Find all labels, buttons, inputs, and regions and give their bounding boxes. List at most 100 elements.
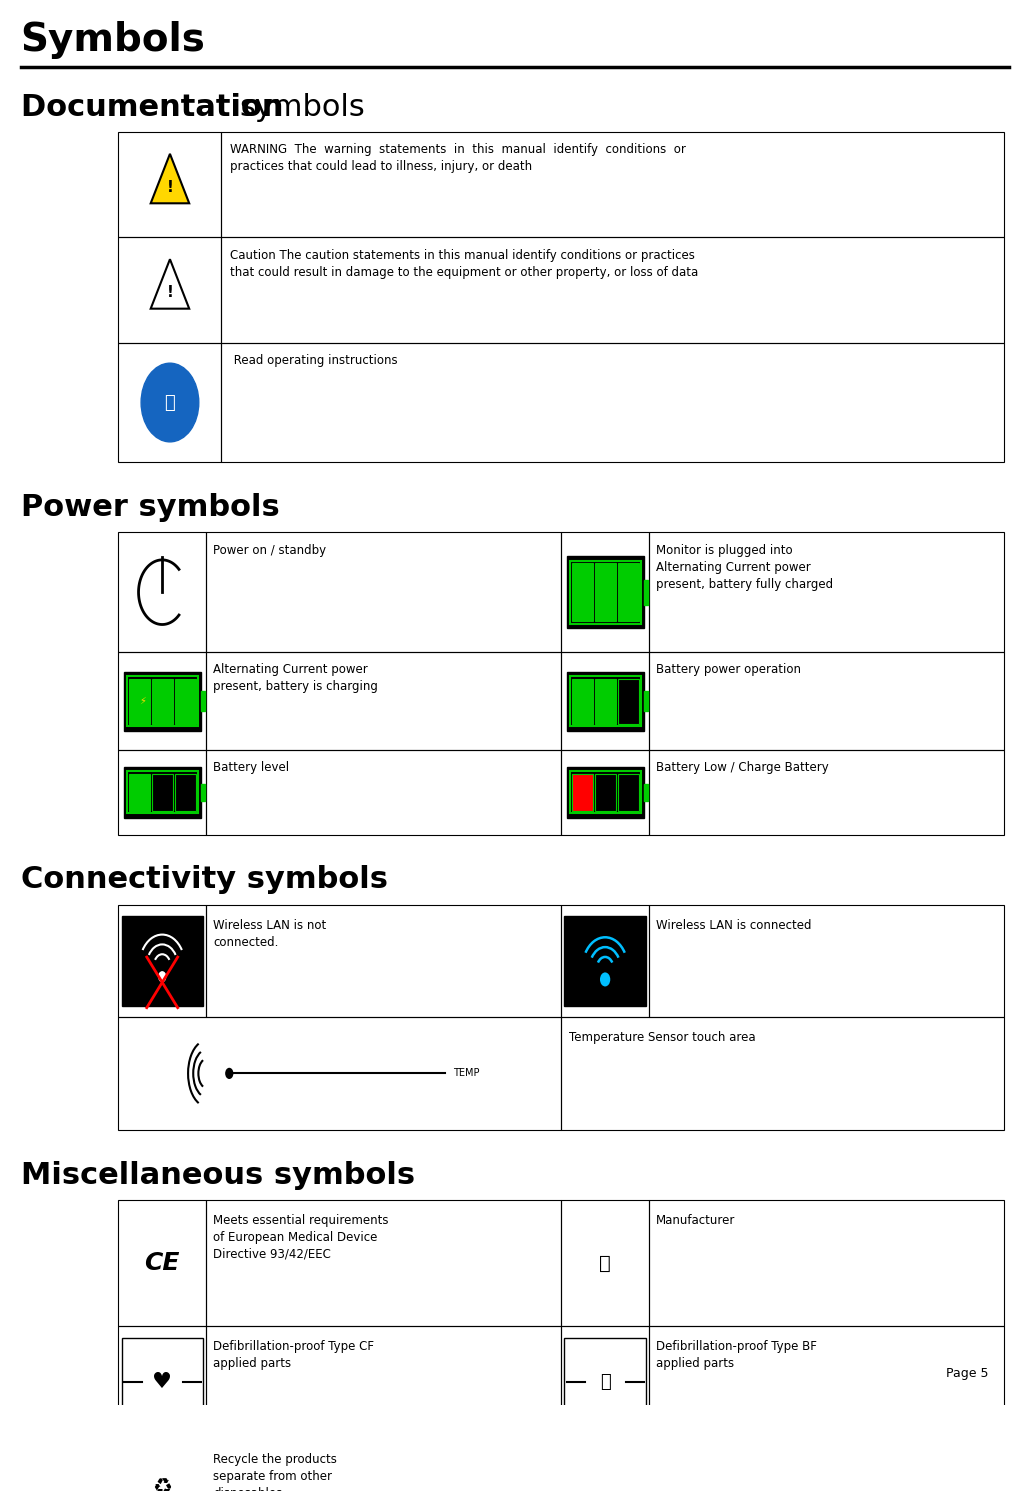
Text: Temperature Sensor touch area: Temperature Sensor touch area xyxy=(569,1032,755,1044)
Bar xyxy=(561,1327,649,1439)
Bar xyxy=(124,766,201,817)
Bar xyxy=(118,652,206,750)
Bar xyxy=(129,678,149,723)
Bar xyxy=(118,750,206,835)
Text: Caution The caution statements in this manual identify conditions or practices
t: Caution The caution statements in this m… xyxy=(230,249,698,279)
Bar xyxy=(206,905,561,1017)
Bar xyxy=(561,1200,649,1327)
Bar xyxy=(561,652,649,750)
Bar xyxy=(118,905,206,1017)
Circle shape xyxy=(226,1068,234,1079)
Bar xyxy=(221,343,1004,462)
Bar xyxy=(649,1439,1004,1491)
Bar xyxy=(206,532,561,652)
Bar xyxy=(118,133,221,237)
Text: Battery level: Battery level xyxy=(213,762,289,774)
Bar xyxy=(564,915,646,1006)
Bar xyxy=(644,580,648,605)
Text: Wireless LAN is not
connected.: Wireless LAN is not connected. xyxy=(213,918,327,948)
Bar xyxy=(572,774,592,811)
Text: Connectivity symbols: Connectivity symbols xyxy=(21,865,387,895)
Text: Meets essential requirements
of European Medical Device
Directive 93/42/EEC: Meets essential requirements of European… xyxy=(213,1214,388,1261)
Text: Read operating instructions: Read operating instructions xyxy=(230,353,398,367)
Bar xyxy=(566,766,644,817)
Text: 📖: 📖 xyxy=(165,394,175,412)
Bar xyxy=(618,678,639,723)
Text: Battery power operation: Battery power operation xyxy=(656,663,801,675)
Bar xyxy=(570,771,641,814)
Bar xyxy=(649,532,1004,652)
Bar xyxy=(570,675,641,726)
Bar xyxy=(118,1439,206,1491)
Text: Miscellaneous symbols: Miscellaneous symbols xyxy=(21,1160,415,1190)
Bar xyxy=(618,774,639,811)
Bar xyxy=(561,750,649,835)
Text: symbols: symbols xyxy=(239,92,365,122)
Bar xyxy=(566,556,644,628)
Bar xyxy=(594,774,616,811)
Circle shape xyxy=(599,972,610,987)
Text: !: ! xyxy=(167,285,173,300)
Bar xyxy=(151,774,173,811)
Text: ♻: ♻ xyxy=(152,1478,172,1491)
Text: Power symbols: Power symbols xyxy=(21,494,279,522)
Bar xyxy=(118,343,221,462)
Text: CE: CE xyxy=(144,1251,180,1275)
Bar xyxy=(594,678,616,723)
Text: Documentation: Documentation xyxy=(21,92,294,122)
Bar xyxy=(649,905,1004,1017)
Text: TEMP: TEMP xyxy=(453,1069,480,1078)
Bar xyxy=(649,1327,1004,1439)
Bar xyxy=(594,564,616,620)
Bar xyxy=(118,532,206,652)
Bar xyxy=(221,133,1004,237)
Text: ⚡: ⚡ xyxy=(139,696,146,707)
Bar xyxy=(206,652,561,750)
Bar xyxy=(129,774,149,811)
Bar xyxy=(122,1337,203,1427)
Bar xyxy=(201,784,205,801)
Bar xyxy=(561,1439,649,1491)
Bar xyxy=(649,652,1004,750)
Bar xyxy=(206,1200,561,1327)
Bar xyxy=(561,1017,1004,1130)
Circle shape xyxy=(141,364,199,441)
Bar xyxy=(206,750,561,835)
Text: WARNING  The  warning  statements  in  this  manual  identify  conditions  or
pr: WARNING The warning statements in this m… xyxy=(230,143,686,173)
Text: Page 5: Page 5 xyxy=(947,1367,989,1379)
Text: !: ! xyxy=(167,180,173,195)
Bar xyxy=(206,1439,561,1491)
Bar xyxy=(564,1337,646,1427)
Text: Defibrillation-proof Type BF
applied parts: Defibrillation-proof Type BF applied par… xyxy=(656,1340,817,1370)
Text: Wireless LAN is connected: Wireless LAN is connected xyxy=(656,918,812,932)
Bar xyxy=(201,690,205,711)
Text: Power on / standby: Power on / standby xyxy=(213,544,327,556)
Bar xyxy=(570,561,641,623)
Text: Symbols: Symbols xyxy=(21,21,205,60)
Bar xyxy=(122,915,203,1006)
Bar xyxy=(221,237,1004,343)
Bar xyxy=(572,564,592,620)
Bar xyxy=(151,678,173,723)
Bar xyxy=(644,784,648,801)
Text: Battery Low / Charge Battery: Battery Low / Charge Battery xyxy=(656,762,829,774)
Circle shape xyxy=(158,971,167,983)
Bar xyxy=(649,1200,1004,1327)
Bar xyxy=(206,1327,561,1439)
Text: Manufacturer: Manufacturer xyxy=(656,1214,735,1227)
Polygon shape xyxy=(150,154,190,203)
Bar xyxy=(561,532,649,652)
Bar xyxy=(644,690,648,711)
Bar xyxy=(127,675,198,726)
Bar xyxy=(118,1200,206,1327)
Bar xyxy=(649,750,1004,835)
Text: Recycle the products
separate from other
disposables.: Recycle the products separate from other… xyxy=(213,1452,337,1491)
Text: Monitor is plugged into
Alternating Current power
present, battery fully charged: Monitor is plugged into Alternating Curr… xyxy=(656,544,833,590)
Bar xyxy=(561,905,649,1017)
Bar xyxy=(175,678,196,723)
Bar xyxy=(118,1327,206,1439)
Bar xyxy=(572,774,592,811)
Text: 🏭: 🏭 xyxy=(599,1254,611,1272)
Text: Alternating Current power
present, battery is charging: Alternating Current power present, batte… xyxy=(213,663,378,693)
Bar xyxy=(572,678,592,723)
